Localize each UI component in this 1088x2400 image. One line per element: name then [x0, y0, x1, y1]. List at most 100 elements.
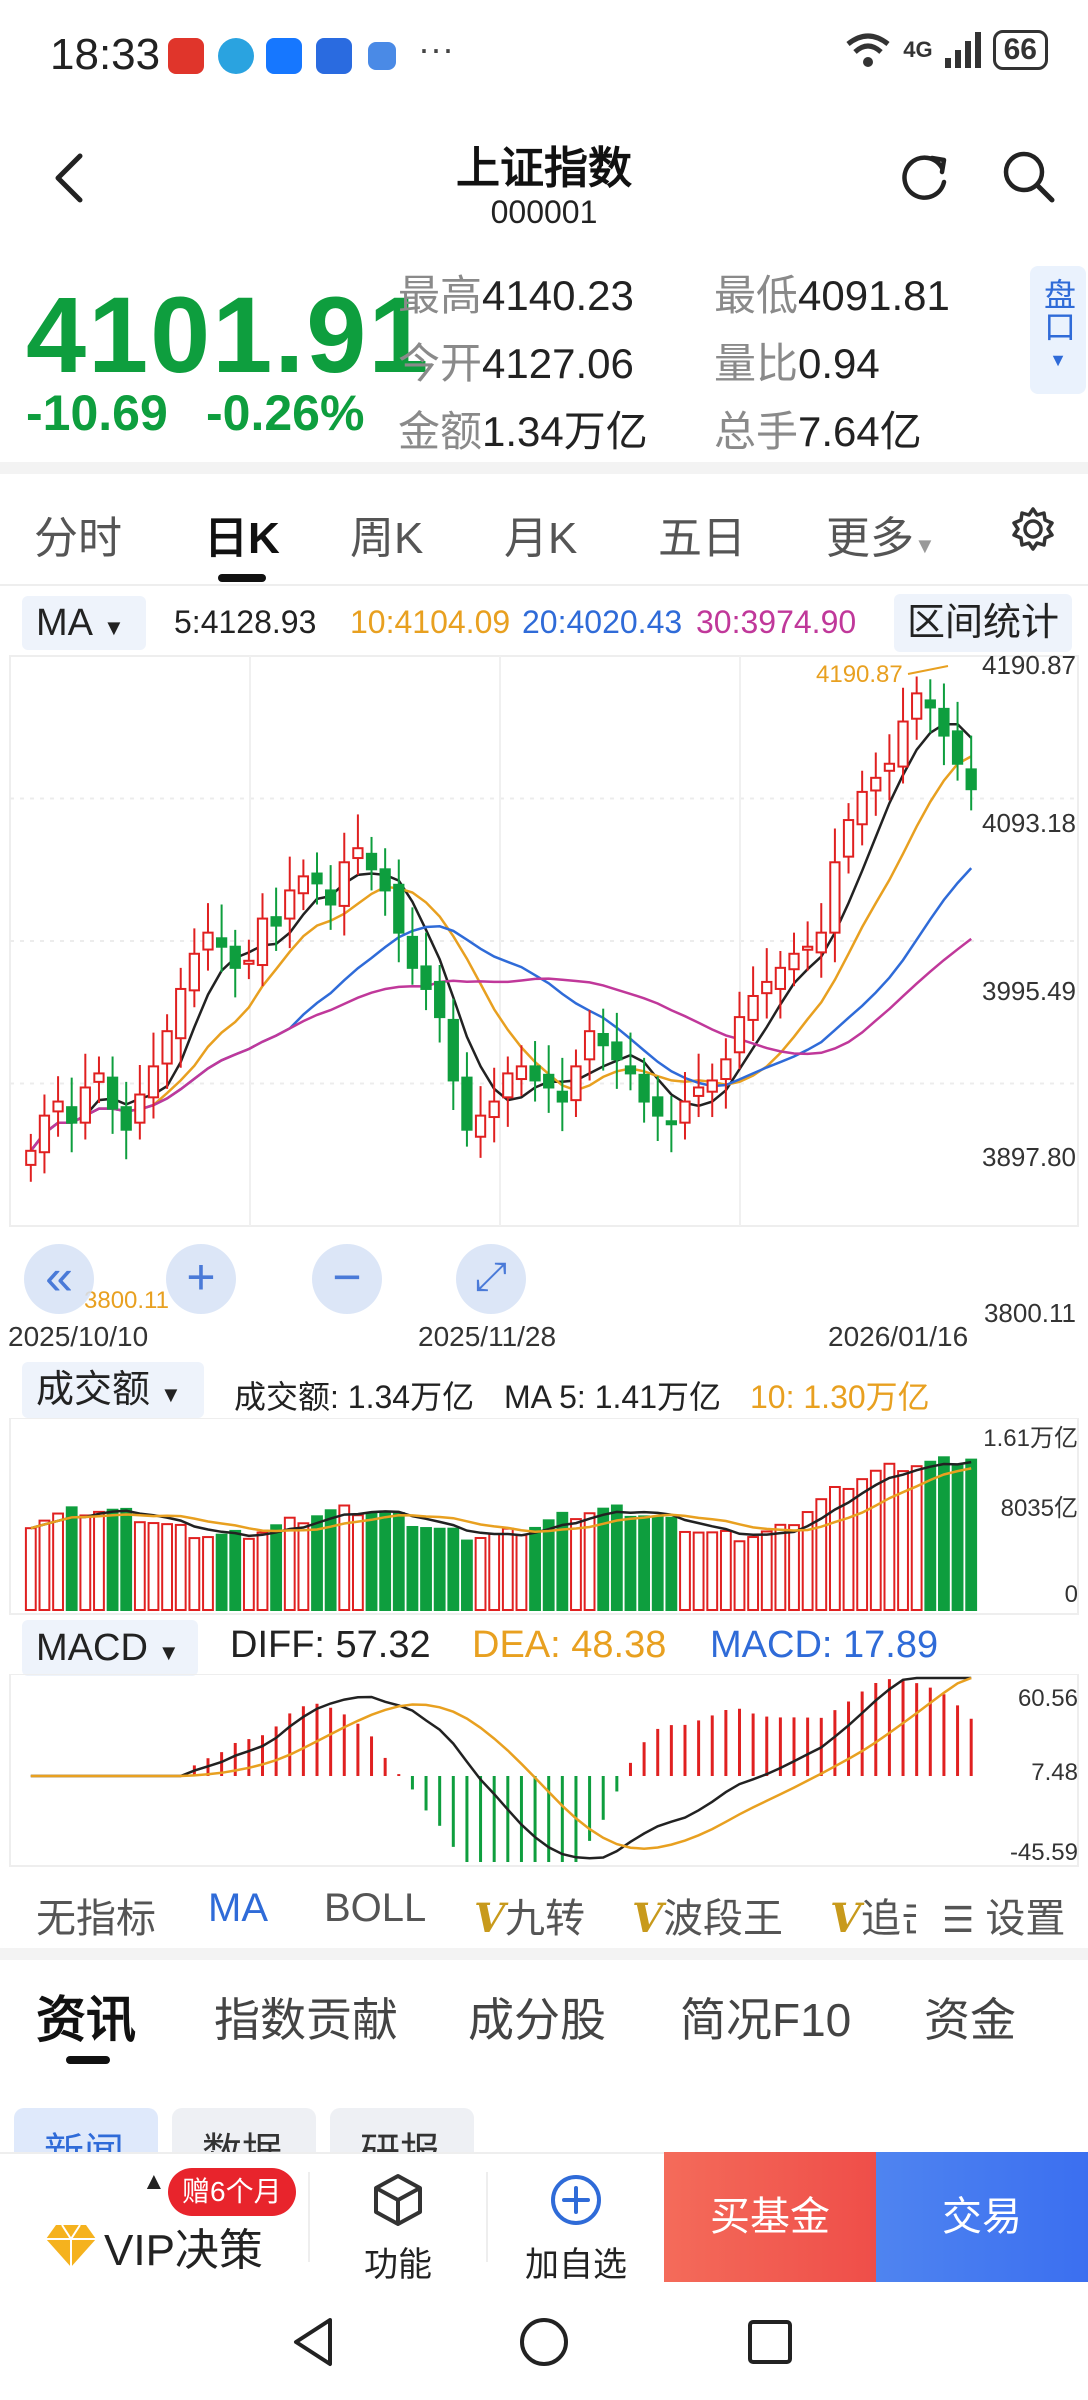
volume-bar: [883, 1462, 896, 1611]
buy-fund-button[interactable]: 买基金: [664, 2152, 876, 2282]
volume-axis-tick: 0: [1065, 1581, 1078, 1608]
volume-bar: [433, 1527, 446, 1611]
volume-bar: [242, 1537, 255, 1611]
candle-body: [297, 875, 310, 895]
candle-body: [911, 692, 923, 720]
trade-button[interactable]: 交易: [876, 2152, 1088, 2282]
tab-daily-k[interactable]: 日K: [204, 514, 280, 563]
candle-body: [679, 1100, 691, 1124]
volume-bar: [638, 1515, 651, 1611]
ma-selector[interactable]: MA ▼: [22, 596, 146, 650]
volume-bar: [447, 1527, 460, 1611]
candle-body: [965, 768, 977, 791]
candle-body: [284, 889, 296, 920]
candle-body: [870, 776, 882, 792]
current-price: 4101.91: [26, 274, 431, 395]
candle-body: [379, 868, 391, 892]
candle-body: [488, 1100, 500, 1119]
volume-bar: [38, 1519, 51, 1611]
tab-index-contribution[interactable]: 指数贡献: [214, 1994, 398, 2046]
volume-bar: [338, 1504, 351, 1611]
volume-axis-tick: 8035亿: [1001, 1495, 1078, 1522]
candle-body: [256, 917, 269, 967]
add-watchlist-button[interactable]: 加自选: [520, 2172, 632, 2286]
zoom-out-button[interactable]: −: [312, 1244, 382, 1314]
macd-selector[interactable]: MACD ▼: [22, 1620, 198, 1676]
candle-body: [883, 762, 896, 772]
volume-bar: [529, 1526, 541, 1611]
volume-bar: [801, 1511, 814, 1611]
volume-selector[interactable]: 成交额 ▼: [22, 1362, 204, 1418]
indicator-zhuiji[interactable]: V追击: [830, 1895, 916, 1942]
indicator-jiuzhuan[interactable]: V九转: [474, 1895, 586, 1942]
volume-bar: [774, 1523, 787, 1611]
volume-bar: [842, 1487, 855, 1611]
diamond-icon: [46, 2224, 96, 2267]
candle-body: [556, 1090, 568, 1103]
volume-bar: [556, 1511, 569, 1611]
tab-news-info[interactable]: 资讯: [36, 1992, 136, 2048]
battery-icon: 66: [992, 30, 1048, 70]
volume-chart: 1.61万亿 8035亿 0: [9, 1418, 1079, 1615]
tab-intraday[interactable]: 分时: [34, 514, 122, 563]
settings-gear-icon[interactable]: [1010, 506, 1056, 552]
indicator-boduanwang[interactable]: V波段王: [632, 1895, 784, 1942]
nav-back-icon[interactable]: [290, 2316, 340, 2368]
tab-five-day[interactable]: 五日: [658, 514, 746, 563]
divider: [308, 2172, 310, 2262]
volume-bar: [147, 1522, 160, 1611]
candle-body: [583, 1030, 596, 1061]
candle-body: [733, 1016, 746, 1054]
fullscreen-button[interactable]: ⤢: [456, 1244, 526, 1314]
alipay-icon: [266, 38, 302, 74]
y-axis-tick: 4093.18: [982, 808, 1076, 838]
candle-body: [120, 1106, 132, 1131]
back-icon[interactable]: [50, 150, 90, 206]
y-axis-tick: 3800.11: [984, 1298, 1076, 1328]
nav-recents-icon[interactable]: [746, 2318, 794, 2366]
x-axis-date: 2025/11/28: [418, 1321, 556, 1352]
volume-bar: [379, 1511, 392, 1611]
tab-more[interactable]: 更多▼: [826, 514, 936, 563]
stat-low: 最低4091.81: [714, 272, 950, 319]
dropdown-icon: ▼: [157, 1640, 180, 1665]
volume-bar: [965, 1458, 978, 1612]
page-title: 上证指数: [456, 144, 632, 193]
volume-bar: [624, 1515, 637, 1611]
zoom-in-button[interactable]: +: [166, 1244, 236, 1314]
range-stats-button[interactable]: 区间统计: [894, 594, 1072, 652]
tab-constituents[interactable]: 成分股: [468, 1994, 606, 2046]
candle-body: [188, 952, 200, 992]
volume-bar: [760, 1530, 773, 1611]
search-icon[interactable]: [1000, 148, 1056, 204]
indicator-settings[interactable]: ☰ 设置: [936, 1886, 1066, 1944]
scroll-left-button[interactable]: «: [24, 1244, 94, 1314]
kline-chart[interactable]: 4190.87 4093.18 3995.49 3897.80 3800.11 2025/…: [0, 654, 1088, 1354]
volume-bar: [788, 1524, 800, 1611]
vip-decision-button[interactable]: VIP决策: [44, 2214, 263, 2278]
candle-body: [788, 952, 800, 971]
x-axis-date: 2025/10/10: [8, 1321, 148, 1352]
pankou-button[interactable]: 盘口 ▼: [1030, 266, 1086, 394]
tab-profile-f10[interactable]: 简况F10: [680, 1994, 852, 2046]
low-price-label: 3800.11: [84, 1287, 169, 1314]
price-change-pct: -0.26%: [206, 385, 365, 441]
volume-bar: [311, 1515, 323, 1611]
volume-bar: [706, 1531, 719, 1611]
volume-bar: [747, 1536, 760, 1611]
candle-body: [338, 861, 350, 907]
nav-home-icon[interactable]: [518, 2316, 570, 2368]
refresh-icon[interactable]: [898, 148, 954, 204]
macd-chart: 60.56 7.48 -45.59: [9, 1674, 1079, 1867]
indicator-none[interactable]: 无指标: [36, 1897, 156, 1941]
function-button[interactable]: 功能: [350, 2172, 446, 2286]
tab-monthly-k[interactable]: 月K: [504, 514, 578, 563]
volume-bar: [406, 1525, 419, 1611]
x-axis-date: 2026/01/16: [828, 1321, 968, 1352]
tab-funds[interactable]: 资金: [924, 1994, 1016, 2046]
indicator-ma[interactable]: MA: [208, 1886, 268, 1930]
tab-weekly-k[interactable]: 周K: [350, 514, 424, 563]
candle-body: [761, 980, 773, 995]
indicator-boll[interactable]: BOLL: [324, 1886, 427, 1930]
volume-bar: [270, 1524, 283, 1611]
